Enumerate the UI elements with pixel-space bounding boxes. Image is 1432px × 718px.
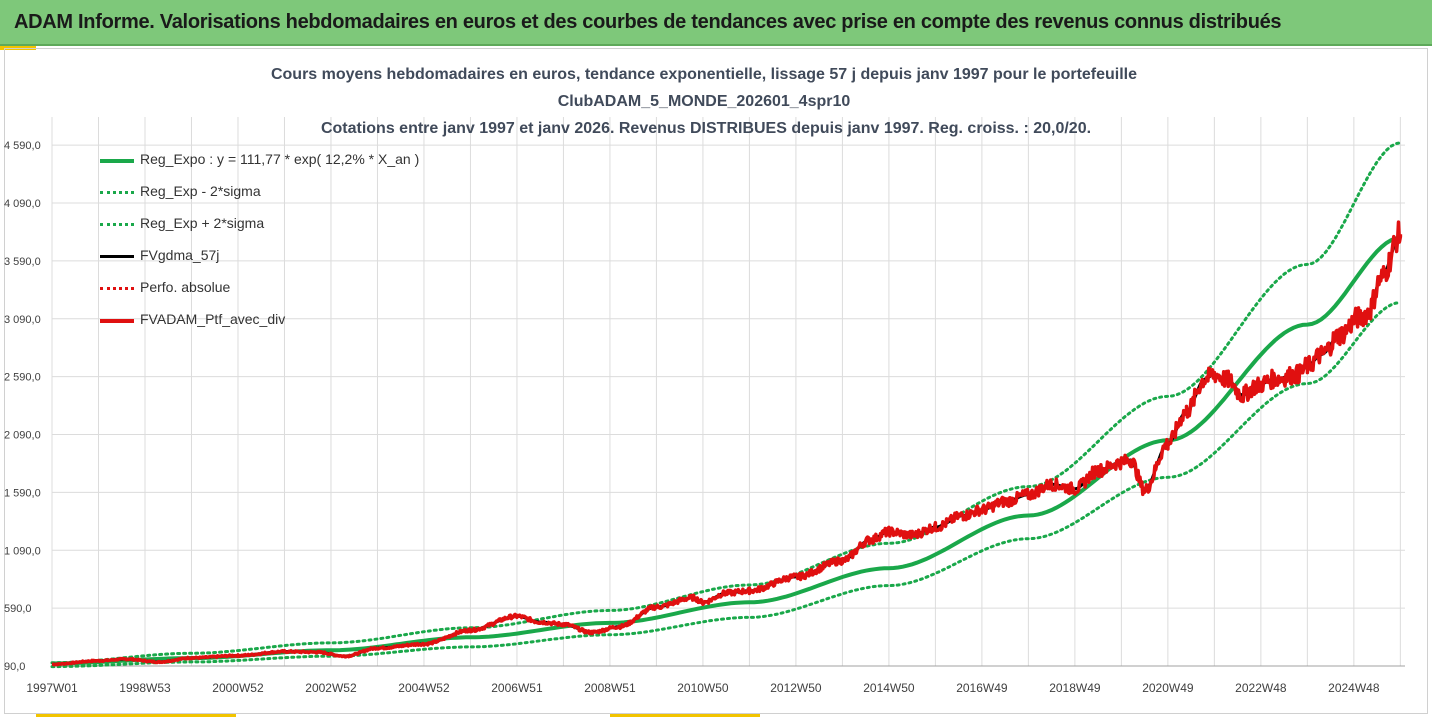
y-tick-label: 2 590,0 [4, 372, 41, 384]
x-tick-label: 2004W52 [398, 681, 450, 695]
x-tick-label: 2020W49 [1142, 681, 1194, 695]
y-tick-label: 4 090,0 [4, 198, 41, 210]
series-reg-expo [51, 235, 1401, 666]
legend-item-fvgdma: FVgdma_57j [100, 246, 420, 266]
y-tick-label: 1 590,0 [4, 487, 41, 499]
legend-label-fvgdma: FVgdma_57j [140, 247, 220, 263]
legend-item-reg-exp-minus: Reg_Exp - 2*sigma [100, 182, 420, 202]
chart-title-line-2: ClubADAM_5_MONDE_202601_4spr10 [557, 93, 851, 110]
y-tick-label: 3 590,0 [4, 256, 41, 268]
legend-item-reg-expo: Reg_Expo : y = 111,77 * exp( 12,2% * X_a… [100, 150, 420, 170]
y-tick-label: 2 090,0 [4, 430, 41, 442]
x-tick-label: 2012W50 [770, 681, 822, 695]
x-tick-label: 2014W50 [863, 681, 915, 695]
legend-swatch-reg-exp-plus [100, 223, 134, 226]
report-title: ADAM Informe. Valorisations hebdomadaire… [14, 11, 1282, 33]
report-banner: ADAM Informe. Valorisations hebdomadaire… [0, 0, 1432, 46]
legend-label-reg-exp-plus: Reg_Exp + 2*sigma [140, 215, 265, 231]
x-tick-label: 1997W01 [26, 681, 78, 695]
series-fvgdma-57j [51, 233, 1402, 666]
x-tick-label: 2006W51 [491, 681, 543, 695]
legend-label-reg-expo: Reg_Expo : y = 111,77 * exp( 12,2% * X_a… [140, 151, 420, 167]
legend-item-perfo: Perfo. absolue [100, 278, 420, 298]
legend-swatch-fvadam [100, 319, 134, 323]
x-tick-label: 2022W48 [1235, 681, 1287, 695]
y-tick-label: 90,0 [4, 661, 25, 673]
x-tick-label: 1998W53 [119, 681, 171, 695]
y-tick-label: 3 090,0 [4, 314, 41, 326]
x-tick-label: 2010W50 [677, 681, 729, 695]
accent-bar-bottom-center [610, 713, 760, 717]
legend-swatch-reg-expo [100, 159, 134, 163]
series-fvadam-ptf-avec-div [51, 220, 1403, 667]
chart-title-line-3: Cotations entre janv 1997 et janv 2026. … [320, 120, 1092, 137]
legend-item-fvadam: FVADAM_Ptf_avec_div [100, 310, 420, 330]
x-tick-label: 2002W52 [305, 681, 357, 695]
legend-label-reg-exp-minus: Reg_Exp - 2*sigma [140, 183, 261, 199]
x-tick-label: 2024W48 [1328, 681, 1380, 695]
legend-label-perfo: Perfo. absolue [140, 279, 231, 295]
legend-swatch-fvgdma [100, 255, 134, 258]
series-reg-exp-plus-2sigma [50, 141, 1402, 665]
y-tick-label: 4 590,0 [4, 140, 41, 152]
series-reg-exp-minus-2sigma [50, 301, 1402, 669]
legend-item-reg-exp-plus: Reg_Exp + 2*sigma [100, 214, 420, 234]
axis-layer: 90,0 590,0 1 090,0 1 590,0 2 090,0 2 590,0 3 0… [4, 140, 1405, 695]
chart-canvas: 90,0 590,0 1 090,0 1 590,0 2 090,0 2 590,0 3 0… [4, 117, 1405, 695]
x-tick-label: 2000W52 [212, 681, 264, 695]
x-tick-label: 2016W49 [956, 681, 1008, 695]
legend-swatch-perfo [100, 287, 134, 290]
legend-label-fvadam: FVADAM_Ptf_avec_div [140, 311, 286, 327]
x-tick-label: 2008W51 [584, 681, 636, 695]
y-tick-label: 1 090,0 [4, 545, 41, 557]
chart-title-line-1: Cours moyens hebdomadaires en euros, ten… [270, 66, 1138, 83]
y-tick-label: 590,0 [4, 603, 32, 615]
chart-frame [4, 48, 1428, 714]
grid-layer [51, 117, 1405, 667]
x-tick-label: 2018W49 [1049, 681, 1101, 695]
legend-swatch-reg-exp-minus [100, 191, 134, 194]
series-layer [50, 141, 1403, 669]
accent-bar-bottom-left [36, 713, 236, 717]
